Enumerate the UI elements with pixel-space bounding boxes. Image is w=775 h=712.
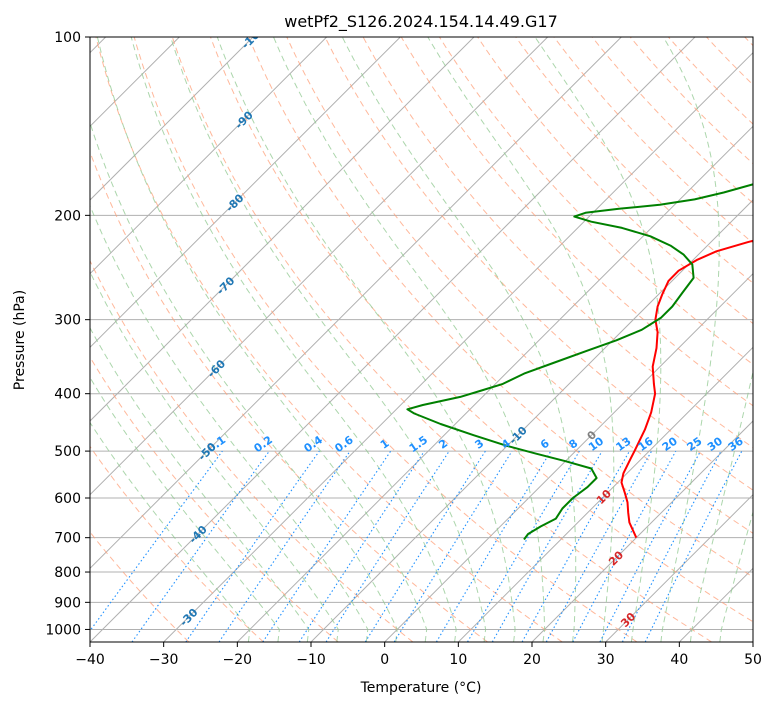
x-tick-label: 50 — [744, 652, 762, 668]
x-tick-label: −20 — [223, 652, 253, 668]
x-tick-label: −40 — [75, 652, 105, 668]
chart-title: wetPf2_S126.2024.154.14.49.G17 — [284, 12, 558, 32]
x-tick-label: 40 — [670, 652, 688, 668]
x-tick-label: −30 — [149, 652, 179, 668]
y-tick-label: 700 — [54, 531, 81, 547]
x-axis-label: Temperature (°C) — [360, 680, 482, 696]
x-tick-label: 30 — [597, 652, 615, 668]
y-tick-label: 200 — [54, 208, 81, 224]
y-tick-label: 300 — [54, 313, 81, 329]
y-tick-label: 100 — [54, 30, 81, 46]
x-tick-label: 0 — [380, 652, 389, 668]
x-tick-label: 20 — [523, 652, 541, 668]
x-tick-label: −10 — [296, 652, 326, 668]
y-tick-label: 400 — [54, 387, 81, 403]
x-tick-label: 10 — [449, 652, 467, 668]
y-tick-label: 500 — [54, 444, 81, 460]
y-tick-label: 800 — [54, 565, 81, 581]
y-axis-label: Pressure (hPa) — [12, 290, 28, 390]
y-tick-label: 900 — [54, 595, 81, 611]
y-tick-label: 600 — [54, 491, 81, 507]
y-tick-label: 1000 — [45, 622, 81, 638]
